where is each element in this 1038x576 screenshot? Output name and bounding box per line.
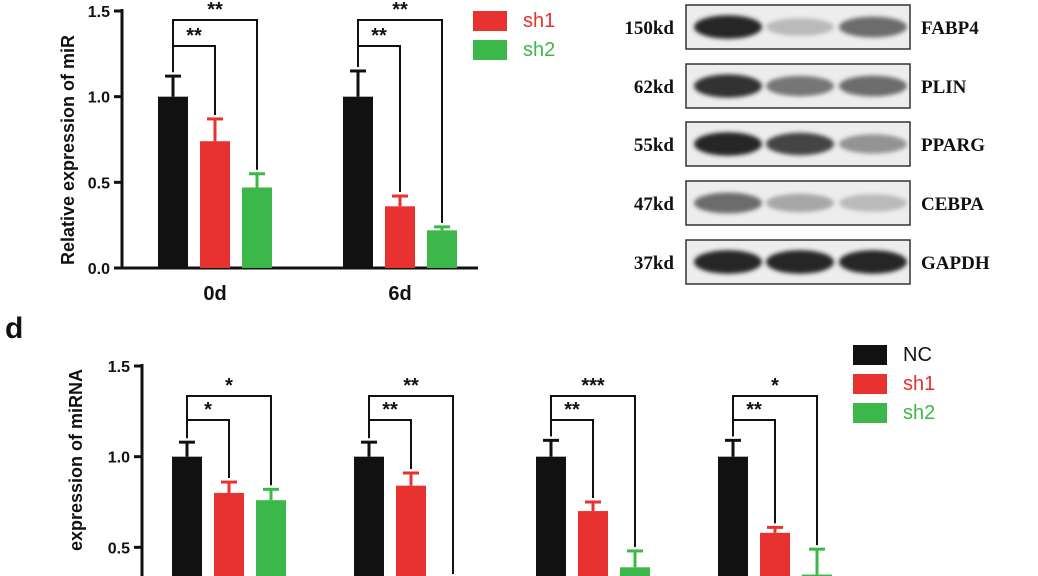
significance-bracket bbox=[550, 395, 636, 547]
bar bbox=[242, 187, 272, 268]
y-tick-label: 1.5 bbox=[108, 359, 130, 376]
bar bbox=[427, 230, 457, 268]
significance-bracket bbox=[732, 395, 818, 546]
blot-band bbox=[694, 192, 762, 214]
blot-band bbox=[839, 250, 907, 274]
legend-swatch bbox=[473, 40, 507, 60]
bar bbox=[343, 96, 373, 269]
bar bbox=[578, 511, 608, 576]
significance-bracket bbox=[368, 395, 454, 575]
bar bbox=[158, 96, 188, 269]
y-tick-label: 0.5 bbox=[88, 175, 110, 192]
panel-d-label: d bbox=[5, 312, 23, 345]
significance-bracket bbox=[357, 19, 443, 223]
y-tick-label: 1.0 bbox=[88, 90, 110, 107]
legend-entry: NC bbox=[903, 344, 932, 366]
legend-swatch bbox=[853, 403, 887, 423]
y-axis-title: expression of miRNA bbox=[66, 369, 86, 551]
legend-entry: sh2 bbox=[903, 402, 935, 424]
legend-swatch bbox=[853, 345, 887, 365]
bar bbox=[200, 141, 230, 268]
significance-label: ** bbox=[382, 399, 398, 421]
blot-band bbox=[766, 75, 834, 97]
bar bbox=[396, 485, 426, 576]
blot-band bbox=[839, 75, 907, 97]
western-blot-panel: 150kd FABP4 62kd PLIN 55kd PPARG 47kd CEBPA 37kd… bbox=[624, 4, 990, 285]
bar bbox=[354, 456, 384, 576]
protein-label: CEBPA bbox=[921, 194, 984, 215]
blot-band bbox=[694, 250, 762, 274]
significance-label: * bbox=[225, 375, 233, 397]
bar bbox=[620, 567, 650, 576]
bar bbox=[802, 574, 832, 576]
category-label: 0d bbox=[203, 283, 226, 305]
blot-band bbox=[839, 134, 907, 154]
significance-label: * bbox=[771, 375, 779, 397]
significance-label: * bbox=[204, 399, 212, 421]
legend-entry: sh2 bbox=[523, 39, 555, 61]
protein-label: FABP4 bbox=[921, 18, 979, 39]
bar bbox=[256, 500, 286, 576]
significance-label: ** bbox=[371, 25, 387, 47]
bar bbox=[214, 492, 244, 576]
blot-band bbox=[694, 132, 762, 156]
band-size-label: 37kd bbox=[634, 253, 675, 274]
bar bbox=[760, 532, 790, 576]
legend-entry: sh1 bbox=[903, 373, 935, 395]
band-size-label: 47kd bbox=[634, 194, 675, 215]
category-label: 6d bbox=[388, 283, 411, 305]
y-tick-label: 0.0 bbox=[88, 261, 110, 278]
y-axis-title: Relative expression of miR bbox=[58, 35, 78, 265]
protein-label: PPARG bbox=[921, 135, 985, 156]
legend-entry: sh1 bbox=[523, 10, 555, 32]
blot-band bbox=[766, 18, 834, 36]
significance-label: *** bbox=[581, 375, 605, 397]
blot-band bbox=[839, 16, 907, 38]
chart-top-bar-chart: 0.0 0.5 1.0 1.5 Relative expression of miR 0d… bbox=[58, 0, 555, 305]
protein-label: GAPDH bbox=[921, 253, 990, 274]
blot-band bbox=[694, 74, 762, 98]
significance-label: ** bbox=[403, 375, 419, 397]
significance-label: ** bbox=[186, 25, 202, 47]
legend-swatch bbox=[853, 374, 887, 394]
blot-band bbox=[694, 15, 762, 39]
significance-bracket bbox=[172, 19, 258, 170]
bar bbox=[172, 456, 202, 576]
y-tick-label: 0.5 bbox=[108, 540, 130, 557]
band-size-label: 55kd bbox=[634, 135, 675, 156]
blot-band bbox=[766, 193, 834, 213]
blot-band bbox=[839, 194, 907, 212]
blot-band bbox=[766, 250, 834, 274]
bar bbox=[385, 206, 415, 268]
legend-swatch bbox=[473, 11, 507, 31]
blot-band bbox=[766, 132, 834, 156]
bar bbox=[536, 456, 566, 576]
significance-label: ** bbox=[392, 0, 408, 21]
protein-label: PLIN bbox=[921, 77, 967, 98]
significance-label: ** bbox=[746, 399, 762, 421]
significance-bracket bbox=[186, 395, 272, 486]
band-size-label: 62kd bbox=[634, 77, 675, 98]
band-size-label: 150kd bbox=[624, 18, 674, 39]
y-tick-label: 1.5 bbox=[88, 4, 110, 21]
significance-label: ** bbox=[207, 0, 223, 21]
significance-label: ** bbox=[564, 399, 580, 421]
y-tick-label: 1.0 bbox=[108, 450, 130, 467]
bar bbox=[718, 456, 748, 576]
